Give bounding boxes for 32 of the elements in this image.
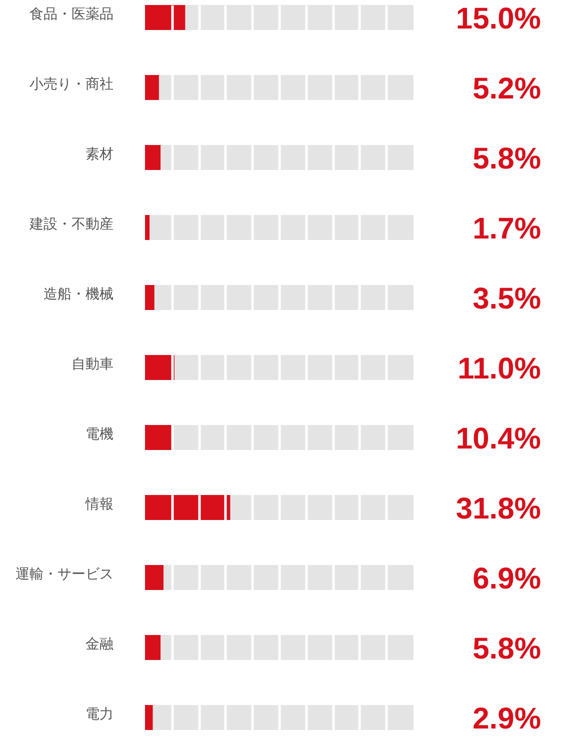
data-label: 5.8% xyxy=(472,142,541,176)
bar xyxy=(145,565,164,590)
y-tick-label: 小売り・商社 xyxy=(30,76,114,92)
data-label: 15.0% xyxy=(456,2,541,36)
bar xyxy=(145,5,186,30)
data-label: 3.5% xyxy=(472,282,541,316)
data-label: 5.8% xyxy=(472,632,541,666)
y-tick-label: 電機 xyxy=(86,426,114,442)
data-label: 5.2% xyxy=(472,72,541,106)
bar xyxy=(145,285,154,310)
bar xyxy=(145,425,173,450)
y-tick-label: 食品・医薬品 xyxy=(30,6,114,22)
bar xyxy=(145,355,174,380)
bar xyxy=(145,635,161,660)
bar xyxy=(145,75,159,100)
y-tick-label: 素材 xyxy=(86,146,114,162)
bar xyxy=(145,705,153,730)
y-tick-label: 建設・不動産 xyxy=(28,216,114,232)
y-tick-label: 電力 xyxy=(86,706,114,723)
data-label: 10.4% xyxy=(456,422,541,456)
data-label: 31.8% xyxy=(456,492,541,526)
bar xyxy=(145,215,150,240)
data-label: 2.9% xyxy=(472,702,541,736)
y-tick-label: 金融 xyxy=(86,636,114,653)
y-tick-label: 造船・機械 xyxy=(44,286,114,302)
data-label: 11.0% xyxy=(458,352,541,386)
y-tick-label: 情報 xyxy=(84,496,114,512)
y-tick-label: 運輸・サービス xyxy=(16,566,114,583)
data-label: 6.9% xyxy=(472,562,541,596)
bar xyxy=(145,145,161,170)
data-label: 1.7% xyxy=(472,212,541,246)
y-tick-label: 自動車 xyxy=(72,356,114,372)
